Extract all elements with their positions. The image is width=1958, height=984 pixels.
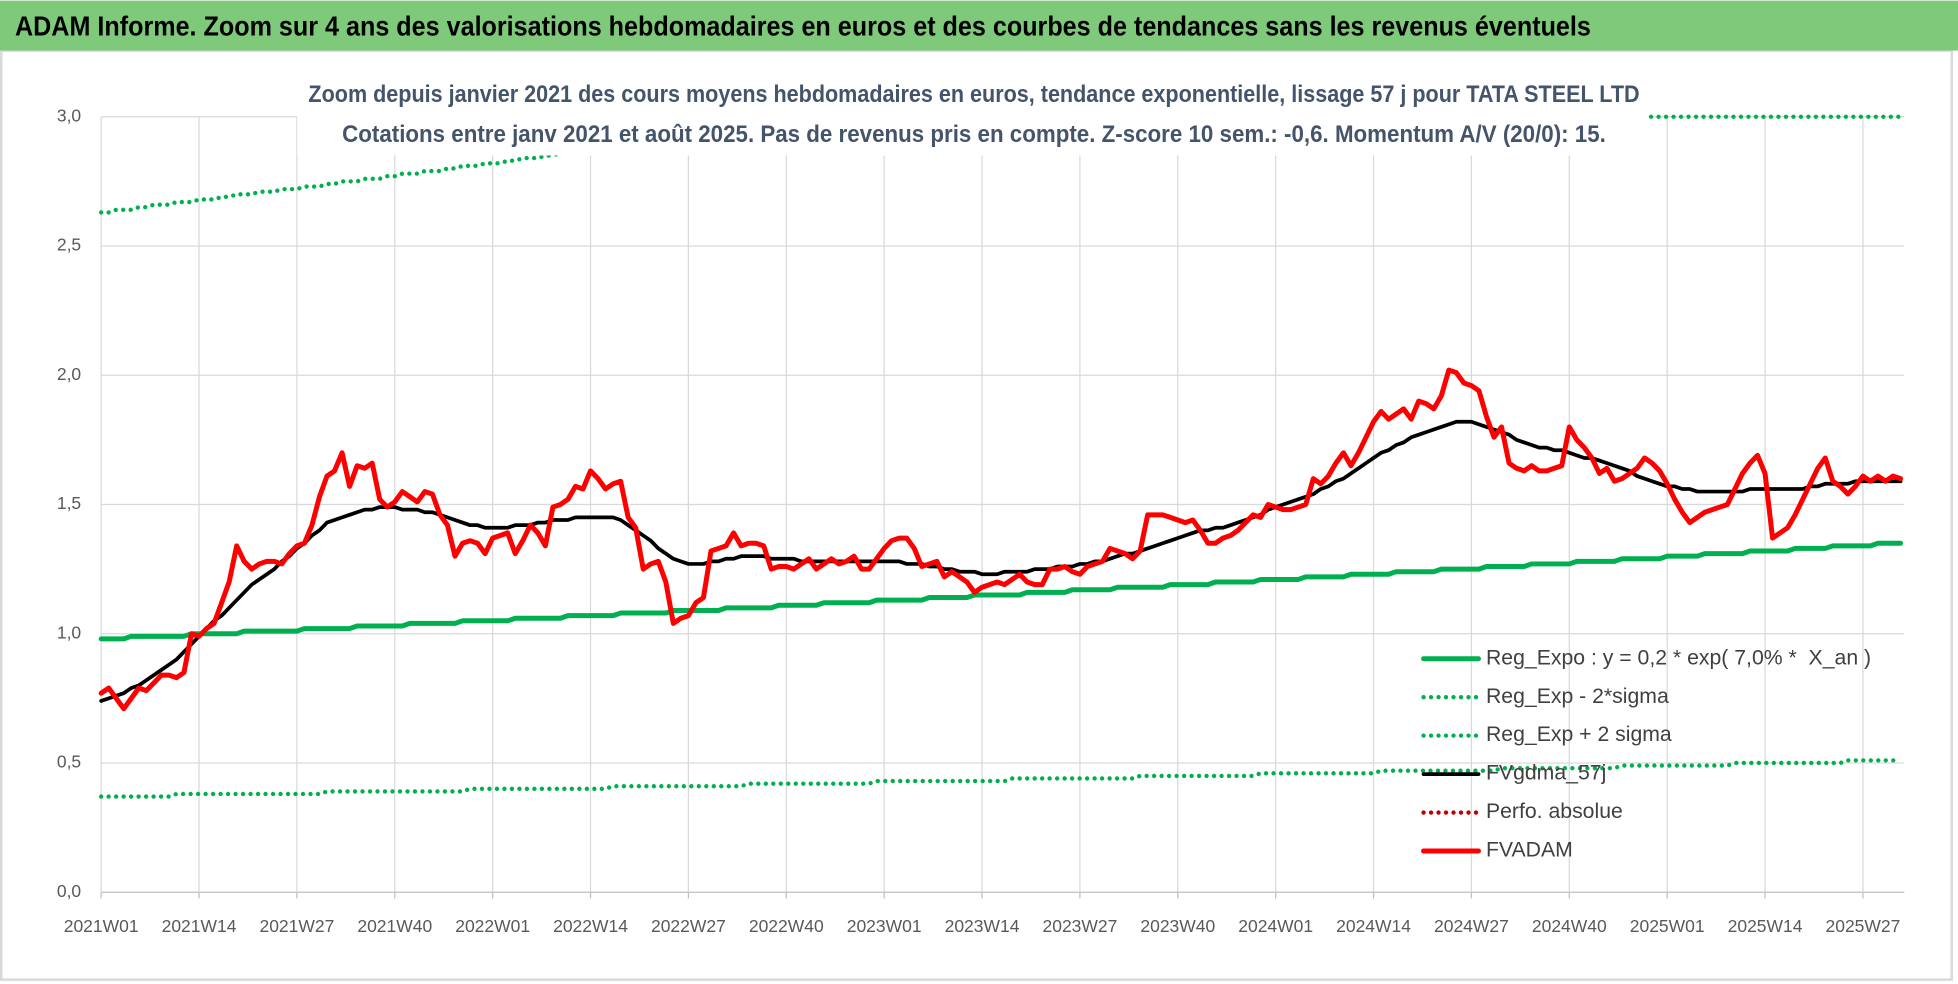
x-tick-label: 2022W40 [749,916,824,936]
legend-label: Reg_Exp + 2 sigma [1486,723,1672,746]
x-tick-label: 2022W27 [651,916,726,936]
x-tick-label: 2021W14 [162,916,237,936]
chart-title: Zoom depuis janvier 2021 des cours moyen… [308,82,1639,108]
series-line [98,540,1904,642]
header-title: ADAM Informe. Zoom sur 4 ans des valoris… [15,10,1591,41]
legend-label: Reg_Exp - 2*sigma [1486,685,1669,708]
title-box [297,75,1649,156]
x-tick-label: 2025W14 [1728,916,1803,936]
x-tick-label: 2025W27 [1826,916,1901,936]
y-tick-label: 2,5 [57,235,81,255]
y-tick-label: 1,5 [57,493,81,513]
x-tick-label: 2023W40 [1140,916,1215,936]
x-tick-label: 2024W27 [1434,916,1509,936]
legend: Reg_Expo : y = 0,2 * exp( 7,0% * X_an ) R… [1421,646,1871,862]
x-tick-label: 2022W01 [455,916,530,936]
x-tick-label: 2023W01 [847,916,922,936]
chart-subtitle: Cotations entre janv 2021 et août 2025. … [342,122,1606,148]
y-tick-label: 0,5 [57,752,81,772]
header-bar [0,0,1958,51]
x-tick-label: 2021W01 [64,916,139,936]
legend-label: FVgdma_57j [1486,762,1606,785]
legend-label: Reg_Expo : y = 0,2 * exp( 7,0% * X_an ) [1486,646,1871,669]
y-tick-label: 2,0 [57,364,82,384]
y-tick-label: 1,0 [57,622,82,642]
series-line [99,419,1903,703]
x-tick-label: 2024W40 [1532,916,1607,936]
x-tick-label: 2024W14 [1336,916,1411,936]
x-tick-label: 2022W14 [553,916,628,936]
y-tick-label: 0,0 [57,881,82,901]
x-tick-label: 2021W27 [260,916,335,936]
x-tick-label: 2023W27 [1043,916,1118,936]
legend-label: FVADAM [1486,839,1573,862]
legend-label: Perfo. absolue [1486,800,1623,823]
x-tick-label: 2025W01 [1630,916,1705,936]
x-tick-label: 2021W40 [357,916,432,936]
series-line [98,367,1904,712]
x-tick-label: 2023W14 [945,916,1020,936]
y-tick-label: 3,0 [57,105,82,125]
x-tick-label: 2024W01 [1238,916,1313,936]
series-line [98,758,1903,799]
